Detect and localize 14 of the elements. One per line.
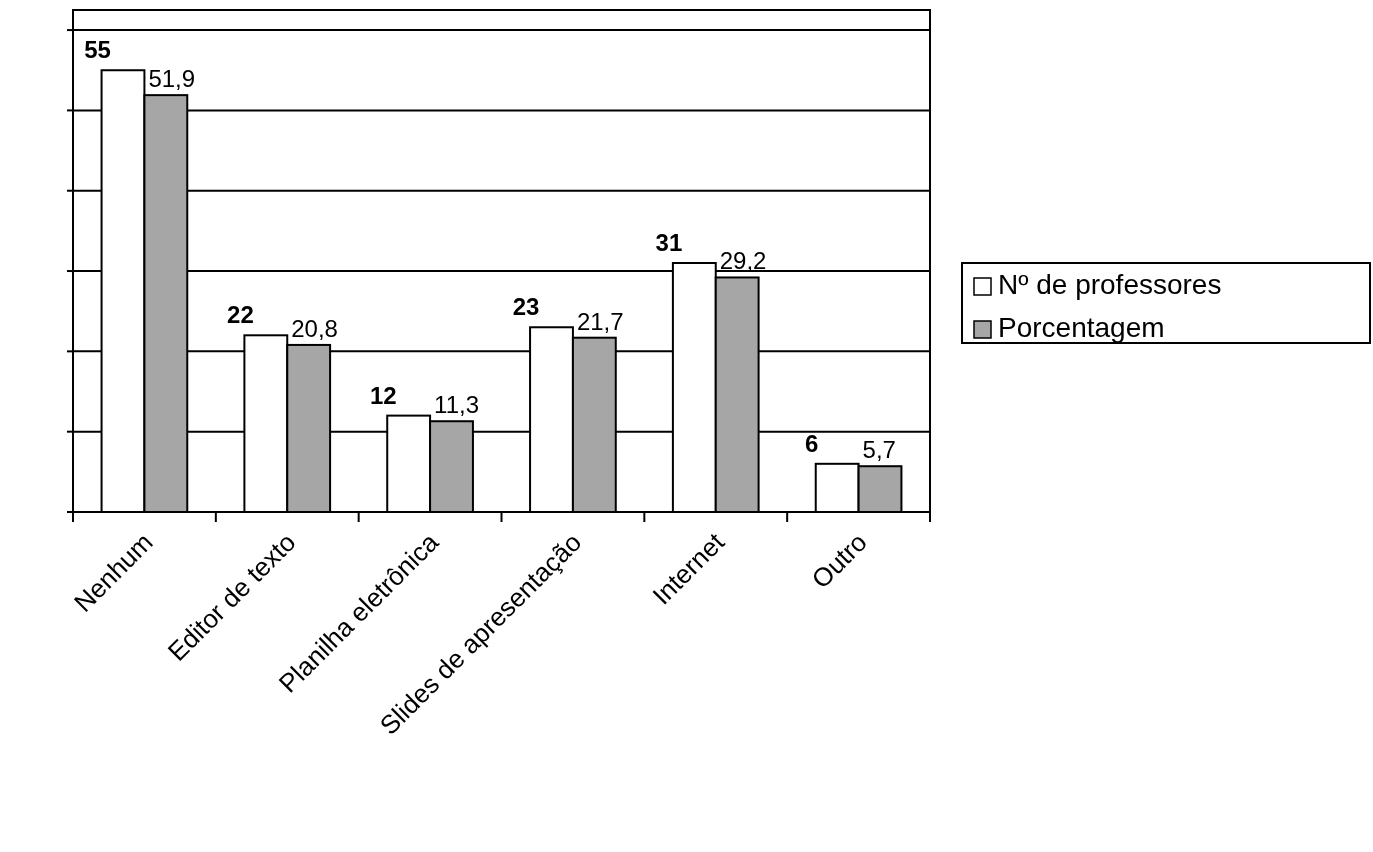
- data-label: 29,2: [719, 247, 767, 275]
- legend-label: Porcentagem: [998, 312, 1165, 343]
- data-label: 12: [369, 381, 397, 409]
- data-label: 55: [84, 36, 111, 64]
- data-label: 20,8: [291, 314, 338, 342]
- data-label: 11,3: [434, 391, 480, 419]
- data-label: 22: [227, 301, 254, 329]
- legend-label: Nº de professores: [998, 269, 1222, 300]
- data-label: 23: [512, 293, 540, 321]
- data-label: 31: [655, 229, 683, 257]
- data-label: 6: [805, 429, 819, 457]
- data-label: 5,7: [862, 436, 896, 464]
- data-label: 21,7: [576, 307, 624, 335]
- data-label: 51,9: [148, 65, 196, 93]
